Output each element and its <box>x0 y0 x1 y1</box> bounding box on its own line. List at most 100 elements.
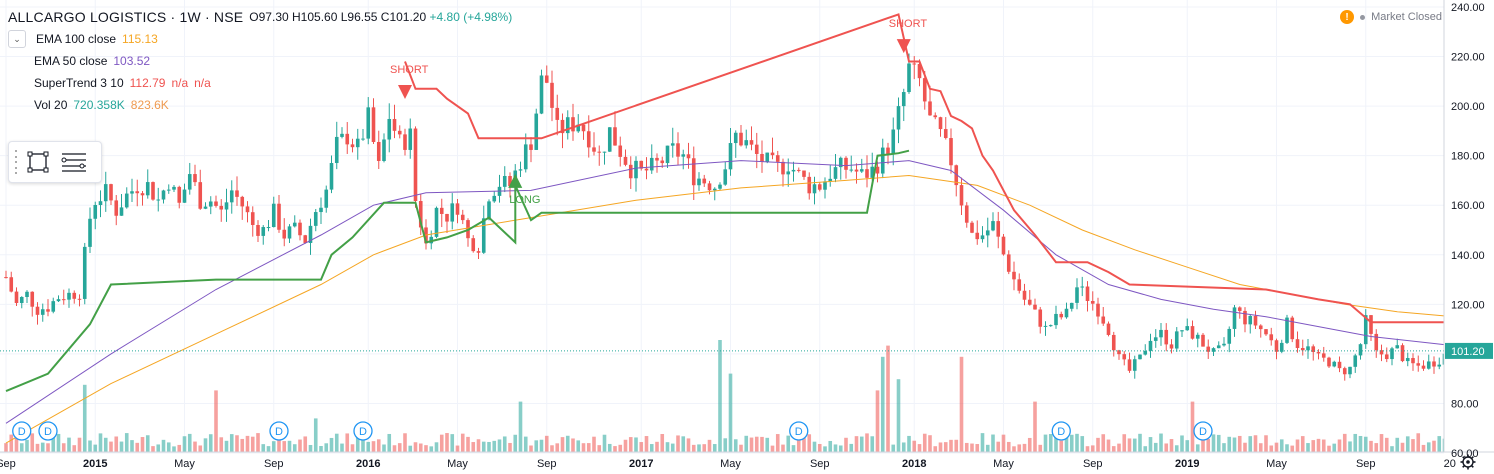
volume-bar <box>1337 439 1342 452</box>
legend-ema50[interactable]: EMA 50 close 103.52 <box>8 50 512 72</box>
volume-bar <box>613 446 617 452</box>
candle-body <box>460 214 465 221</box>
candle-body <box>985 230 990 236</box>
candle-body <box>1395 345 1400 349</box>
volume-bar <box>245 435 250 452</box>
candle-body <box>1090 300 1095 304</box>
candle-body <box>1332 361 1337 367</box>
candle-body <box>928 101 932 116</box>
volume-bar <box>576 440 581 452</box>
candle-body <box>597 151 602 153</box>
candle-body <box>859 169 864 172</box>
candle-body <box>870 166 875 178</box>
volume-bar <box>429 446 434 452</box>
candle-body <box>676 143 680 157</box>
candle-body <box>1075 287 1079 303</box>
candle-body <box>670 143 675 146</box>
volume-bar <box>686 438 691 452</box>
candle-body <box>476 251 481 253</box>
volume-bar <box>35 443 40 452</box>
price-tick-label: 240.00 <box>1451 2 1485 14</box>
volume-bar <box>135 442 140 452</box>
legend-volume[interactable]: Vol 20 720.358K 823.6K <box>8 94 512 116</box>
candle-body <box>1374 333 1379 351</box>
candle-body <box>508 176 512 187</box>
volume-bar <box>970 443 974 452</box>
volume-bar <box>1421 444 1426 452</box>
candle-body <box>823 181 827 190</box>
volume-bar <box>534 440 539 452</box>
volume-bar <box>1269 445 1274 452</box>
legend-ema100[interactable]: ⌄ EMA 100 close 115.13 <box>8 28 512 50</box>
candle-body <box>334 136 339 164</box>
volume-bar <box>9 434 14 452</box>
volume-bar <box>119 441 124 452</box>
candle-body <box>1033 304 1037 310</box>
lines-tool-button[interactable] <box>56 144 92 180</box>
price-tick-label: 200.00 <box>1451 101 1485 113</box>
candle-body <box>875 166 880 174</box>
candle-body <box>975 232 980 240</box>
volume-bar <box>1075 433 1079 452</box>
candle-body <box>775 155 780 162</box>
candle-body <box>1054 313 1058 326</box>
ema100-label: EMA 100 close <box>36 32 117 46</box>
candle-body <box>1363 315 1368 345</box>
rectangle-tool-button[interactable] <box>20 144 56 180</box>
volume-bar <box>460 433 465 452</box>
symbol-title[interactable]: ALLCARGO LOGISTICS · 1W · NSE <box>8 9 244 25</box>
volume-bar <box>623 439 628 452</box>
candle-body <box>980 235 985 240</box>
candle-body <box>1337 361 1342 369</box>
volume-bar <box>639 442 644 452</box>
volume-bar <box>392 445 397 452</box>
symbol-row: ALLCARGO LOGISTICS · 1W · NSE O97.30 H10… <box>8 6 512 28</box>
volume-bar <box>46 443 50 452</box>
dividend-marker-label: D <box>795 426 803 438</box>
volume-bar <box>1180 435 1184 452</box>
candle-body <box>9 277 14 292</box>
volume-bar <box>140 437 145 452</box>
volume-bar <box>1243 442 1247 452</box>
market-status[interactable]: ! Market Closed <box>1340 10 1442 24</box>
time-tick-label: 2017 <box>629 458 653 470</box>
candle-body <box>1122 354 1127 360</box>
long-signal-label: LONG <box>509 194 540 206</box>
candle-body <box>1342 368 1347 375</box>
ohlc-values: O97.30 H105.60 L96.55 C101.20 +4.80 (+4.… <box>249 10 512 24</box>
volume-bar <box>19 443 24 452</box>
volume-bar <box>224 440 229 452</box>
volume-bar <box>896 379 901 452</box>
candle-body <box>644 168 649 171</box>
sell-arrow <box>398 84 412 99</box>
volume-bar <box>1390 446 1394 452</box>
volume-bar <box>1290 445 1295 452</box>
volume-bar <box>1327 445 1331 452</box>
volume-bar <box>597 445 602 452</box>
candle-body <box>1222 343 1226 346</box>
gear-icon[interactable] <box>1460 454 1476 470</box>
candle-body <box>1127 359 1132 371</box>
candle-body <box>429 236 434 244</box>
volume-bar <box>670 443 675 452</box>
toolbar-drag-handle[interactable] <box>12 150 20 174</box>
volume-bar <box>182 436 187 452</box>
candle-body <box>765 152 770 162</box>
time-tick-label: May <box>1266 458 1287 470</box>
candle-body <box>565 117 570 134</box>
volume-bar <box>859 436 864 452</box>
candle-body <box>350 144 355 148</box>
legend-supertrend[interactable]: SuperTrend 3 10 112.79 n/a n/a <box>8 72 512 94</box>
candle-body <box>287 226 292 239</box>
candle-body <box>1069 302 1074 309</box>
collapse-legend-button[interactable]: ⌄ <box>8 30 26 48</box>
volume-bar <box>98 433 103 452</box>
volume-bar <box>1258 443 1263 452</box>
candle-body <box>292 222 297 227</box>
volume-bar <box>1169 439 1174 452</box>
volume-bar <box>917 444 922 452</box>
volume-label: Vol 20 <box>34 98 68 112</box>
volume-bar <box>72 445 77 452</box>
candle-body <box>1117 350 1121 355</box>
